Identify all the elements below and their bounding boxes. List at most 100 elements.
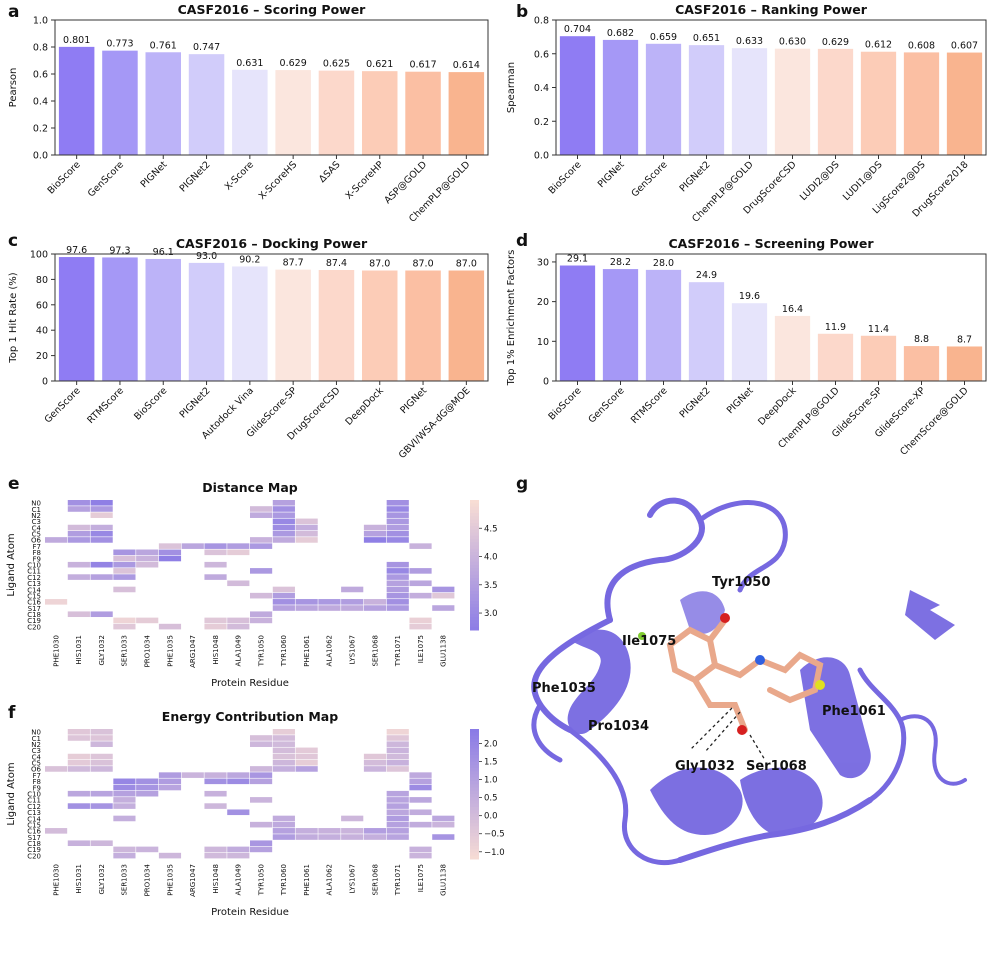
heatmap-cell-f-53 <box>67 790 90 797</box>
heatmap-cell-e-83 <box>363 599 387 605</box>
heatmap-cell-e-34 <box>363 537 387 543</box>
column-label-e-15: TYR1071 <box>394 635 402 667</box>
residue-label-gly1032: Gly1032 <box>675 759 735 774</box>
colorbar-segment-e <box>470 594 479 598</box>
heatmap-cell-f-84 <box>318 828 341 834</box>
x-tick-label-a-3: PIGNet2 <box>178 159 213 194</box>
colorbar-segment-e <box>470 503 479 507</box>
heatmap-cell-e-87 <box>318 605 341 611</box>
colorbar-segment-f <box>470 751 479 756</box>
x-tick-label-a-5: X-ScoreHS <box>257 159 300 202</box>
bar-a-0 <box>58 46 95 155</box>
data-label-c-3: 93.0 <box>196 251 217 262</box>
row-label-e-10: C10 <box>27 562 41 570</box>
row-label-e-20: C20 <box>27 623 41 631</box>
colorbar-tick-label-e-3: 3.0 <box>484 609 498 619</box>
x-tick-label-d-2: RTMScore <box>629 385 670 426</box>
x-tick-label-b-1: PIGNet <box>596 159 627 190</box>
data-label-d-7: 11.4 <box>868 324 889 335</box>
heatmap-cell-f-55 <box>113 790 136 797</box>
column-label-e-17: GLU1138 <box>440 635 448 667</box>
heatmap-cell-f-80 <box>432 821 455 828</box>
colorbar-tick-label-f-3: 0.5 <box>484 794 498 804</box>
colorbar-segment-f <box>470 836 479 840</box>
protein-ligand-structure: Tyr1050 Ile1075 Phe1035 Pro1034 Gly1032 … <box>531 497 967 866</box>
heatmap-cell-f-11 <box>272 741 295 747</box>
heatmap-cell-e-36 <box>158 543 182 549</box>
heatmap-cell-f-42 <box>113 778 136 785</box>
colorbar-segment-e <box>470 548 479 553</box>
row-label-e-15: C15 <box>27 592 41 600</box>
heatmap-cell-f-94 <box>432 834 455 840</box>
colorbar-segment-e <box>470 516 479 520</box>
heatmap-cell-f-89 <box>295 834 318 840</box>
x-tick-label-c-8: PIGNet <box>398 385 429 416</box>
heatmap-cell-e-24 <box>272 530 295 537</box>
bar-b-8 <box>903 52 940 155</box>
data-label-c-2: 96.1 <box>153 247 174 258</box>
heatmap-cell-f-58 <box>386 790 409 797</box>
y-tick-label-d: 20 <box>537 297 549 308</box>
column-label-f-6: ARG1047 <box>189 864 197 897</box>
plot-frame-b <box>555 19 987 156</box>
data-label-b-6: 0.629 <box>822 37 849 48</box>
heatmap-cell-f-12 <box>386 741 409 747</box>
heatmap-cell-e-71 <box>386 586 409 593</box>
heatmap-cell-e-88 <box>341 605 364 611</box>
heatmap-cell-e-5 <box>90 506 113 512</box>
y-tick-label-c: 80 <box>36 275 48 286</box>
heatmap-cell-e-96 <box>136 617 159 624</box>
colorbar-segment-f <box>470 797 479 801</box>
colorbar-segment-e <box>470 578 479 582</box>
heatmap-cell-e-42 <box>113 549 136 556</box>
heatmap-cell-e-21 <box>386 524 409 531</box>
panel-letter-c: c <box>8 231 19 251</box>
heatmap-cell-f-83 <box>295 828 318 834</box>
panel-letter-d: d <box>516 231 529 251</box>
colorbar-segment-e <box>470 607 479 611</box>
bar-c-9 <box>448 270 485 381</box>
x-tick-label-c-9: GBVI/WSA-dG@MOE <box>397 385 473 461</box>
heatmap-cell-f-33 <box>295 766 318 772</box>
heatmap-cell-f-27 <box>386 759 409 766</box>
heatmap-cell-f-31 <box>250 766 273 772</box>
heatmap-cell-f-9 <box>90 741 113 747</box>
colorbar-segment-f <box>470 764 479 769</box>
bar-c-0 <box>58 257 95 381</box>
x-tick-label-b-0: BioScore <box>546 159 583 196</box>
colorbar-segment-e <box>470 522 479 527</box>
protein-ribbon <box>531 497 967 866</box>
heatmap-cell-e-61 <box>90 574 113 580</box>
data-label-d-9: 8.7 <box>957 334 972 345</box>
heatmap-cell-f-32 <box>272 766 295 772</box>
colorbar-segment-f <box>470 816 479 821</box>
colorbar-segment-f <box>470 729 479 733</box>
plot-frame-a <box>54 19 489 156</box>
bar-b-3 <box>688 45 725 155</box>
y-axis-label-e: Ligand Atom <box>6 533 17 596</box>
heatmap-cell-f-37 <box>181 772 204 778</box>
y-tick-label-c: 20 <box>36 351 48 362</box>
data-label-a-9: 0.614 <box>453 60 480 71</box>
row-label-e-0: N0 <box>31 500 41 508</box>
heatmap-cell-e-66 <box>386 580 409 587</box>
heatmap-cell-e-51 <box>90 561 113 568</box>
y-tick-label-b: 0.8 <box>534 16 549 27</box>
colorbar-segment-e <box>470 539 479 543</box>
data-label-b-4: 0.633 <box>736 36 763 47</box>
colorbar-segment-e <box>470 529 479 533</box>
heatmap-cell-f-0 <box>67 729 90 735</box>
heatmap-cell-f-106 <box>204 852 227 859</box>
heatmap-cell-e-53 <box>136 561 159 568</box>
colorbar-tick-label-f-5: −0.5 <box>484 830 505 840</box>
heatmap-cell-f-1 <box>90 729 113 735</box>
colorbar-tick-label-e-2: 3.5 <box>484 581 498 591</box>
heatmap-cell-f-101 <box>227 846 250 853</box>
row-label-f-14: C14 <box>27 815 41 823</box>
heatmap-cell-e-31 <box>250 537 273 543</box>
bar-b-4 <box>731 48 768 155</box>
column-label-f-2: GLY1032 <box>98 864 106 895</box>
y-tick-label-a: 0.0 <box>33 151 48 162</box>
heatmap-cell-e-43 <box>136 549 159 556</box>
data-label-d-6: 11.9 <box>825 322 846 333</box>
